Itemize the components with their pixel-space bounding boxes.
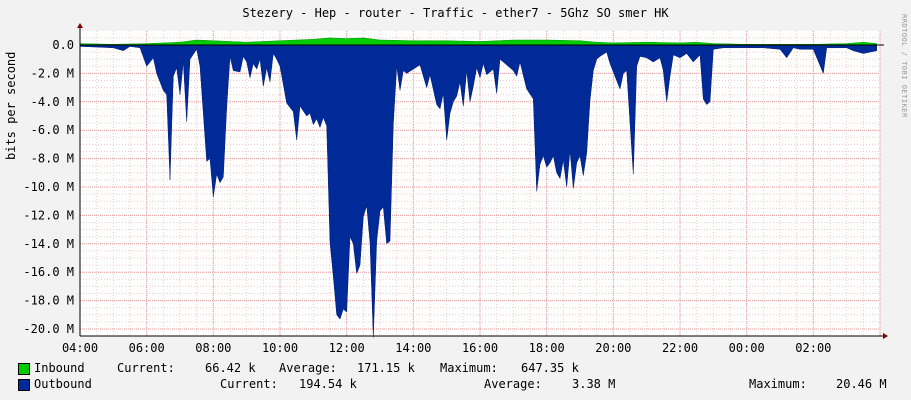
x-axis-arrow	[883, 333, 888, 339]
legend-outbound-average: 3.38 M	[572, 377, 616, 391]
x-tick-label: 12:00	[329, 341, 365, 355]
legend-inbound-maximum: 647.35 k	[521, 361, 579, 375]
y-tick-label: -10.0 M	[23, 180, 74, 194]
x-tick-label: 14:00	[395, 341, 431, 355]
chart-title: Stezery - Hep - router - Traffic - ether…	[242, 6, 669, 20]
legend-swatch-outbound	[18, 379, 30, 391]
axes	[77, 23, 888, 339]
x-tick-label: 04:00	[62, 341, 98, 355]
y-tick-label: -20.0 M	[23, 322, 74, 336]
y-tick-label: -6.0 M	[31, 123, 74, 137]
legend-inbound-label: Inbound	[34, 361, 85, 375]
x-tick-label: 22:00	[662, 341, 698, 355]
tick-labels: 0.0 -2.0 M -4.0 M -6.0 M -8.0 M -10.0 M -12.0 …	[23, 38, 831, 355]
y-tick-label: -14.0 M	[23, 237, 74, 251]
legend-outbound-average-label: Average:	[484, 377, 542, 391]
x-tick-label: 00:00	[729, 341, 765, 355]
y-tick-label: -16.0 M	[23, 265, 74, 279]
outbound-area	[79, 44, 877, 338]
legend-outbound-maximum-label: Maximum:	[749, 377, 807, 391]
y-tick-label: -2.0 M	[31, 66, 74, 80]
y-tick-label: 0.0	[52, 38, 74, 52]
y-axis-arrow	[77, 23, 83, 28]
x-tick-label: 06:00	[129, 341, 165, 355]
legend-outbound-label: Outbound	[34, 377, 92, 391]
legend-outbound-current: 194.54 k	[299, 377, 357, 391]
legend-inbound-current-label: Current:	[117, 361, 175, 375]
x-tick-label: 08:00	[195, 341, 231, 355]
x-tick-label: 18:00	[529, 341, 565, 355]
y-tick-label: -4.0 M	[31, 95, 74, 109]
legend-inbound-current: 66.42 k	[205, 361, 256, 375]
y-tick-label: -12.0 M	[23, 208, 74, 222]
x-tick-label: 10:00	[262, 341, 298, 355]
inbound-area	[79, 37, 877, 46]
data-areas	[79, 37, 877, 338]
x-tick-label: 16:00	[462, 341, 498, 355]
legend-outbound-current-label: Current:	[220, 377, 278, 391]
legend-swatch-inbound	[18, 363, 30, 375]
y-tick-label: -8.0 M	[31, 152, 74, 166]
legend-inbound-average: 171.15 k	[357, 361, 415, 375]
legend-inbound-maximum-label: Maximum:	[440, 361, 498, 375]
x-tick-label: 02:00	[795, 341, 831, 355]
legend-inbound-average-label: Average:	[279, 361, 337, 375]
legend-outbound-maximum: 20.46 M	[836, 377, 887, 391]
rrdtool-watermark: RRDTOOL / TOBI OETIKER	[900, 14, 908, 118]
x-tick-label: 20:00	[595, 341, 631, 355]
y-tick-label: -18.0 M	[23, 294, 74, 308]
